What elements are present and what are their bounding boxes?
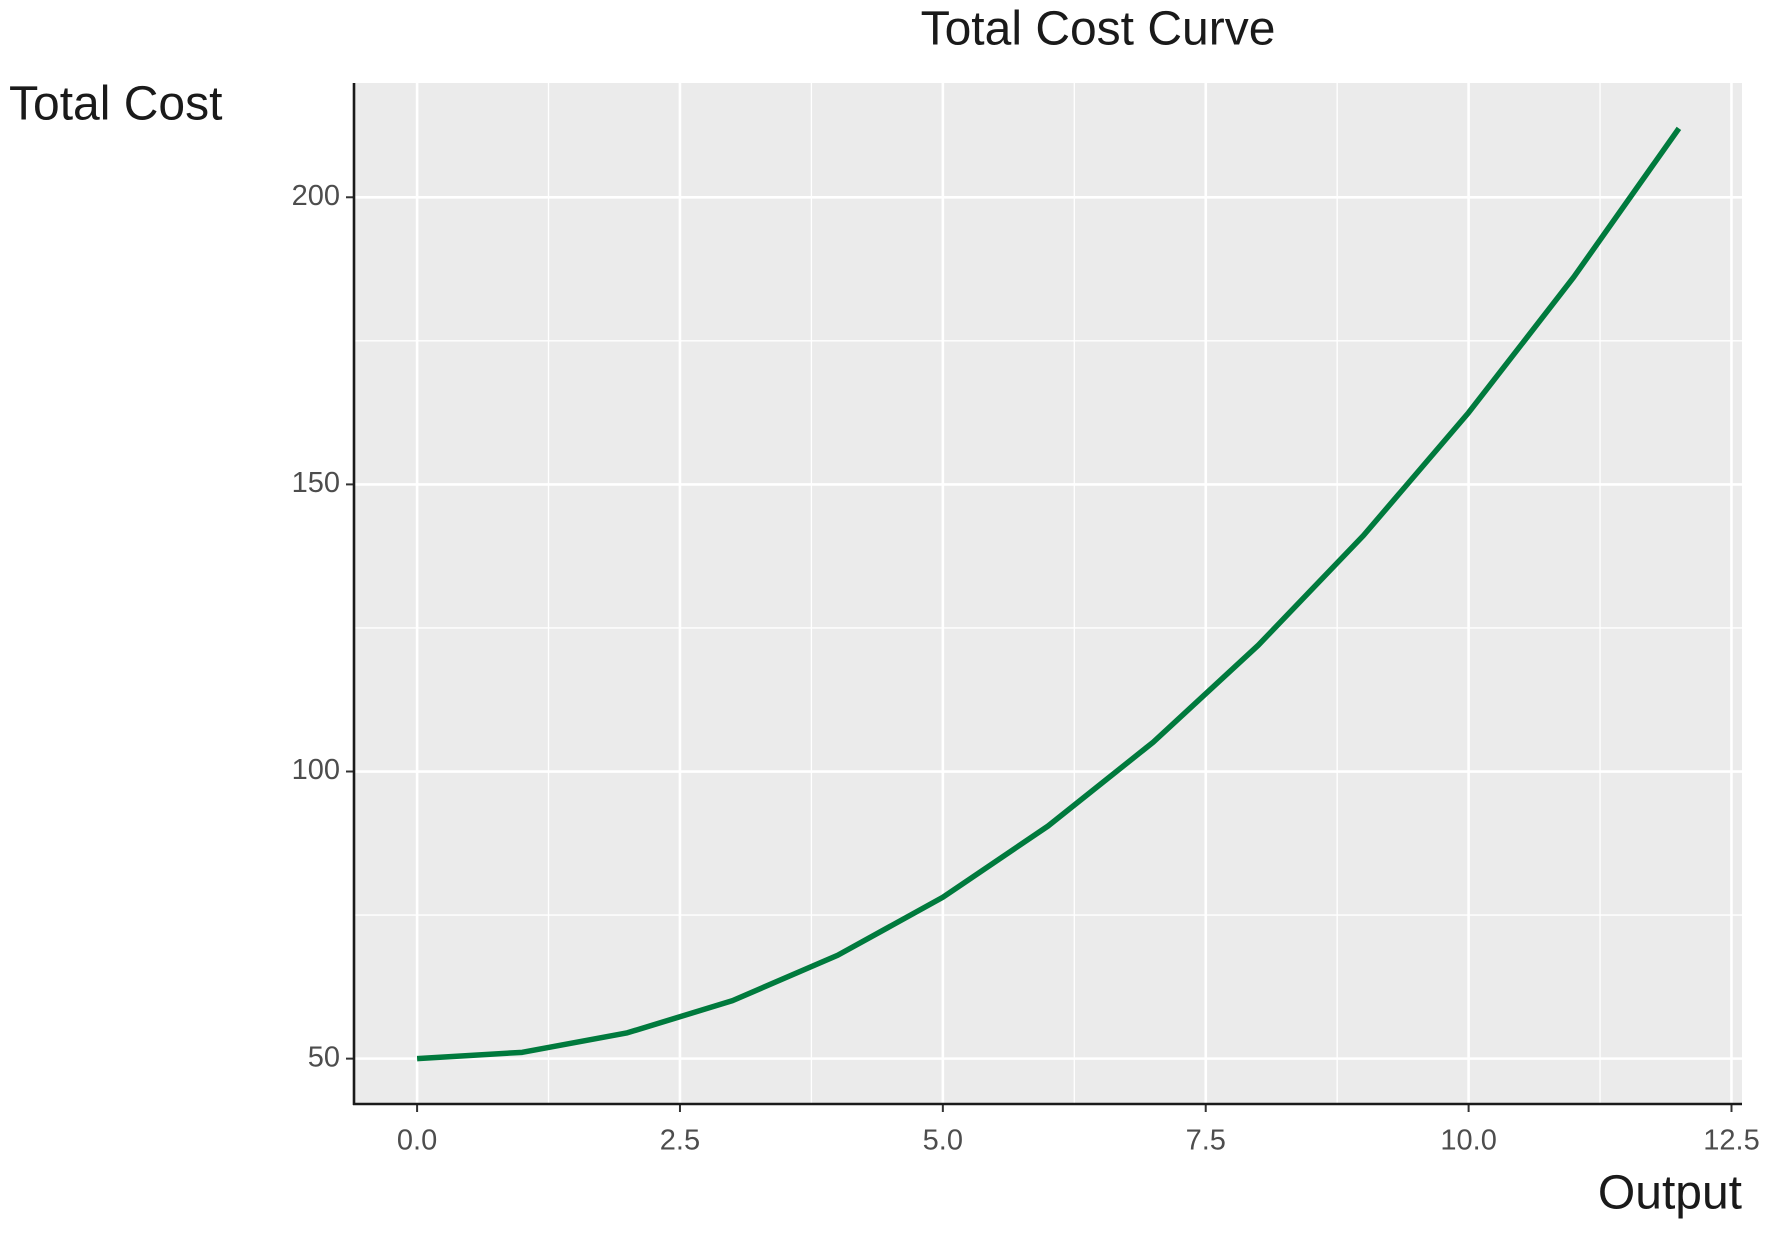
y-tick-label: 50 [308,1041,340,1073]
y-tick-label: 200 [292,180,340,212]
x-tick-label: 7.5 [1186,1125,1226,1157]
x-tick-label: 10.0 [1440,1125,1496,1157]
chart-title: Total Cost Curve [921,3,1276,56]
y-axis-title: Total Cost [9,78,222,131]
x-tick-label: 5.0 [923,1125,963,1157]
x-tick-label: 12.5 [1703,1125,1759,1157]
x-tick-label: 2.5 [660,1125,700,1157]
x-tick-label: 0.0 [397,1125,437,1157]
line-series [416,126,1682,1062]
y-tick-label: 100 [292,754,340,786]
x-axis-title: Output [1598,1167,1742,1220]
plot-background [354,83,1742,1104]
y-tick-label: 150 [292,467,340,499]
